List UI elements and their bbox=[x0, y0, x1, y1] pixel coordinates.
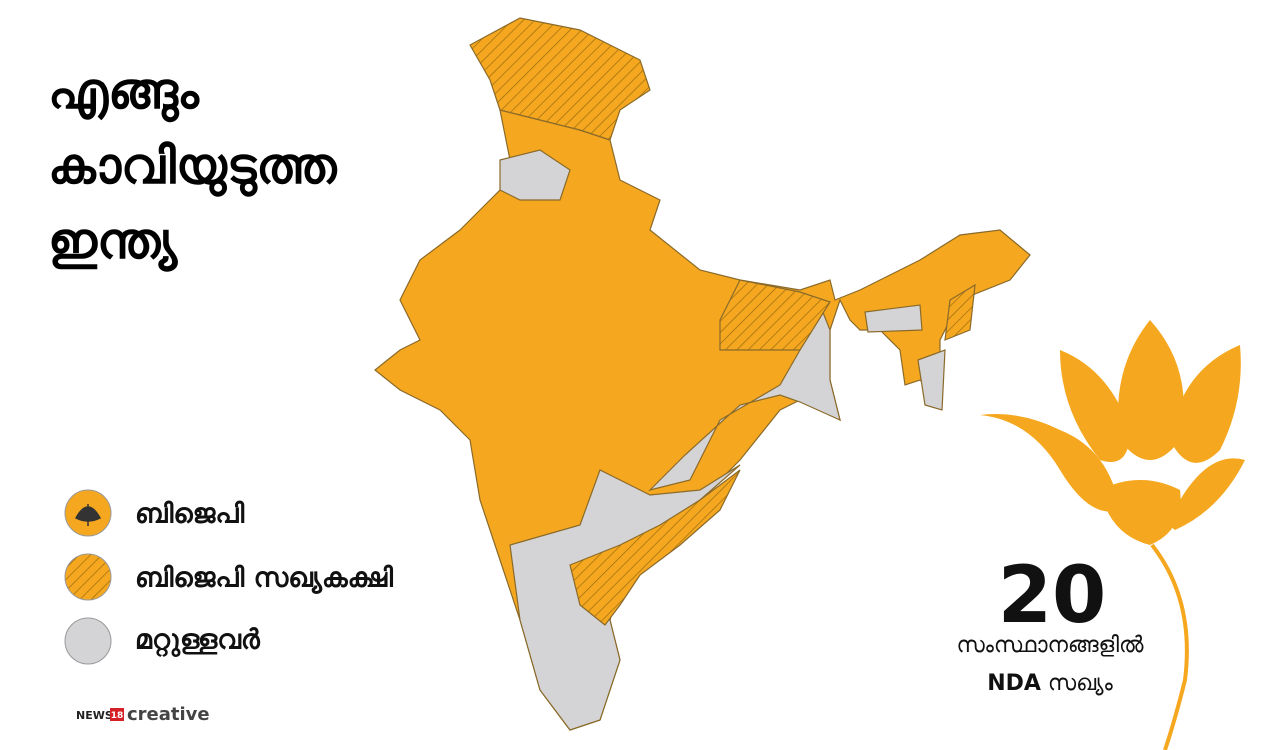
lotus-icon bbox=[74, 504, 102, 526]
ally-region bbox=[719, 279, 831, 351]
other-region bbox=[648, 303, 841, 492]
stat-rest: സഖ്യം bbox=[1048, 671, 1114, 696]
legend-swatch bbox=[64, 617, 112, 665]
brand-box bbox=[110, 708, 124, 721]
stat-bold: NDA bbox=[987, 671, 1041, 696]
other-region bbox=[864, 304, 923, 333]
title-line: എങ്ങും bbox=[48, 62, 200, 123]
brand-news: NEWS bbox=[76, 709, 113, 722]
title-line: ഇന്ത്യ bbox=[48, 212, 178, 272]
ally-region bbox=[944, 283, 976, 341]
legend-label: ബിജെപി സഖ്യകക്ഷി bbox=[135, 563, 393, 595]
stat-number: 20 bbox=[998, 551, 1107, 641]
bjp-region bbox=[374, 109, 1031, 731]
brand-number: 18 bbox=[111, 711, 124, 721]
other-region bbox=[917, 349, 946, 411]
india-map bbox=[374, 17, 1031, 731]
legend-label: മറ്റുള്ളവർ bbox=[135, 625, 261, 658]
brand: NEWS 18 creative bbox=[76, 704, 210, 725]
legend-label: ബിജെപി bbox=[135, 499, 244, 530]
title-line: കാവിയുടുത്ത bbox=[48, 137, 338, 197]
legend: ബിജെപി ബിജെപി സഖ്യകക്ഷി മറ്റുള്ളവർ bbox=[64, 489, 393, 665]
other-region bbox=[499, 149, 571, 201]
lotus bbox=[980, 320, 1245, 750]
ally-region bbox=[569, 469, 741, 626]
stat-text: സംസ്ഥാനങ്ങളിൽ bbox=[956, 633, 1144, 658]
brand-label: creative bbox=[127, 704, 210, 725]
ally-region bbox=[469, 17, 651, 141]
stat-text: NDA സഖ്യം bbox=[987, 671, 1113, 696]
legend-swatch bbox=[64, 553, 112, 601]
